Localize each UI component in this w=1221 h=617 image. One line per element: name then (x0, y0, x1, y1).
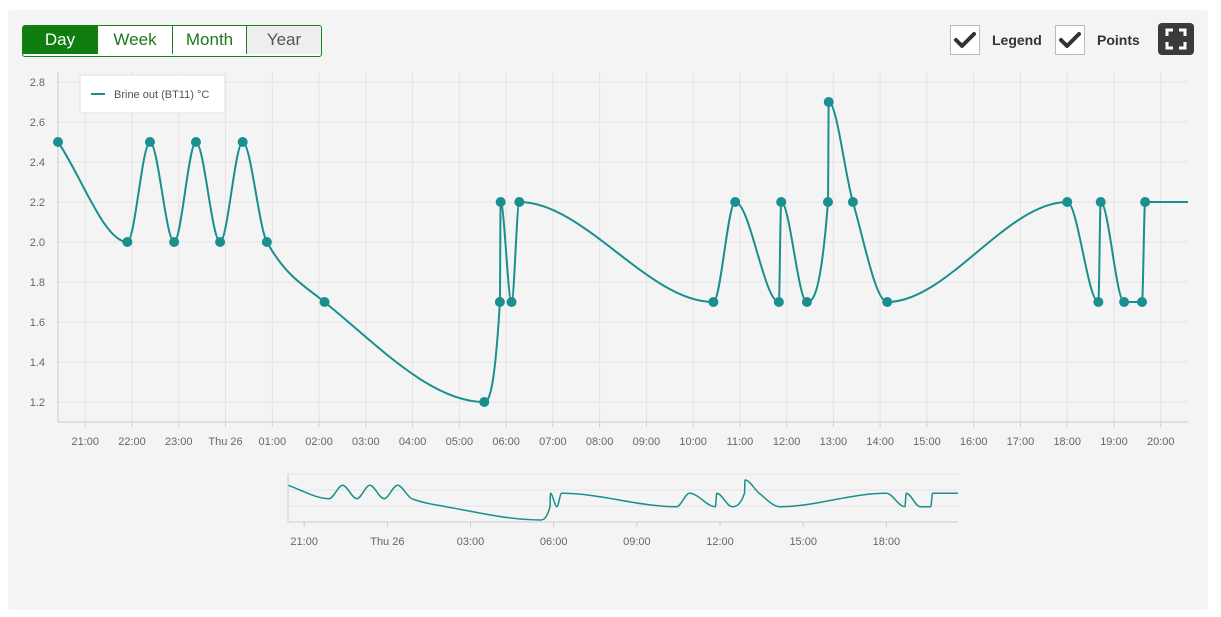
x-tick-label: 20:00 (1147, 436, 1175, 448)
data-point[interactable] (882, 297, 893, 307)
fullscreen-icon (1165, 28, 1187, 50)
check-icon (954, 32, 976, 48)
navigator-tick-label: 06:00 (540, 536, 568, 548)
data-point[interactable] (495, 197, 506, 207)
x-tick-label: 11:00 (727, 436, 754, 448)
data-point[interactable] (479, 397, 490, 407)
points-toggle[interactable]: Points (1055, 25, 1140, 55)
check-icon (1059, 32, 1081, 48)
x-tick-label: 14:00 (866, 436, 894, 448)
range-selector: Day Week Month Year (22, 25, 322, 57)
data-point[interactable] (730, 197, 741, 207)
navigator-tick-label: 18:00 (873, 536, 901, 548)
x-tick-label: 21:00 (72, 436, 100, 448)
legend-box (79, 74, 226, 114)
data-point[interactable] (261, 237, 272, 247)
points-toggle-label: Points (1097, 32, 1140, 48)
x-tick-label: 12:00 (773, 436, 801, 448)
x-tick-label: 06:00 (492, 436, 520, 448)
navigator-area[interactable] (288, 474, 958, 522)
legend-entry[interactable]: Brine out (BT11) °C (114, 89, 209, 101)
x-tick-label: 22:00 (118, 436, 146, 448)
x-tick-label: 18:00 (1053, 436, 1081, 448)
x-tick-label: 07:00 (539, 436, 567, 448)
x-tick-label: 04:00 (399, 436, 427, 448)
x-tick-label: 08:00 (586, 436, 614, 448)
points-checkbox[interactable] (1055, 25, 1085, 55)
y-tick-label: 1.2 (30, 397, 45, 409)
x-tick-label: 02:00 (305, 436, 333, 448)
x-tick-label: 17:00 (1007, 436, 1035, 448)
navigator-tick-label: 09:00 (623, 536, 651, 548)
data-point[interactable] (514, 197, 525, 207)
data-point[interactable] (773, 297, 784, 307)
plot-area (58, 72, 1188, 422)
y-tick-label: 2.8 (30, 77, 45, 89)
navigator-tick-label: Thu 26 (370, 536, 404, 548)
data-point[interactable] (847, 197, 858, 207)
data-point[interactable] (708, 297, 719, 307)
data-point[interactable] (53, 137, 63, 147)
range-week-button[interactable]: Week (98, 26, 173, 54)
data-point[interactable] (1140, 197, 1151, 207)
y-tick-label: 2.6 (30, 117, 45, 129)
x-tick-label: 19:00 (1100, 436, 1128, 448)
y-tick-label: 1.4 (30, 357, 45, 369)
y-tick-label: 1.6 (30, 317, 45, 329)
data-point[interactable] (1119, 297, 1130, 307)
data-point[interactable] (506, 297, 517, 307)
data-point[interactable] (1095, 197, 1106, 207)
y-tick-label: 1.8 (30, 277, 45, 289)
data-point[interactable] (169, 237, 180, 247)
range-month-button[interactable]: Month (173, 26, 247, 54)
data-point[interactable] (822, 197, 833, 207)
navigator-line (287, 479, 959, 521)
y-tick-label: 2.0 (30, 237, 45, 249)
legend-toggle[interactable]: Legend (950, 25, 1042, 55)
data-point[interactable] (494, 297, 505, 307)
x-tick-label: 03:00 (352, 436, 380, 448)
data-point[interactable] (1093, 297, 1104, 307)
x-tick-label: 13:00 (820, 436, 848, 448)
navigator-tick-label: 21:00 (290, 536, 318, 548)
x-tick-label: 16:00 (960, 436, 988, 448)
y-tick-label: 2.4 (30, 157, 45, 169)
fullscreen-button[interactable] (1158, 23, 1194, 55)
data-point[interactable] (801, 297, 812, 307)
data-point[interactable] (215, 237, 226, 247)
x-tick-label: 10:00 (679, 436, 707, 448)
x-tick-label: 05:00 (446, 436, 474, 448)
legend: Brine out (BT11) °C (79, 74, 226, 114)
data-point[interactable] (1137, 297, 1148, 307)
data-point[interactable] (190, 137, 201, 147)
legend-checkbox[interactable] (950, 25, 980, 55)
data-point[interactable] (776, 197, 787, 207)
range-day-button[interactable]: Day (23, 26, 98, 54)
data-point[interactable] (823, 97, 834, 107)
x-tick-label: 15:00 (913, 436, 941, 448)
legend-toggle-label: Legend (992, 32, 1042, 48)
data-point[interactable] (144, 137, 155, 147)
data-point[interactable] (1062, 197, 1073, 207)
navigator-tick-label: 15:00 (789, 536, 817, 548)
y-tick-label: 2.2 (30, 197, 45, 209)
x-tick-label: 01:00 (259, 436, 287, 448)
data-point[interactable] (122, 237, 133, 247)
x-tick-label: 09:00 (633, 436, 661, 448)
x-tick-label: Thu 26 (208, 436, 242, 448)
data-point[interactable] (319, 297, 330, 307)
range-year-button[interactable]: Year (247, 26, 321, 54)
navigator-tick-label: 03:00 (457, 536, 485, 548)
data-point[interactable] (237, 137, 248, 147)
navigator-tick-label: 12:00 (706, 536, 734, 548)
x-tick-label: 23:00 (165, 436, 193, 448)
